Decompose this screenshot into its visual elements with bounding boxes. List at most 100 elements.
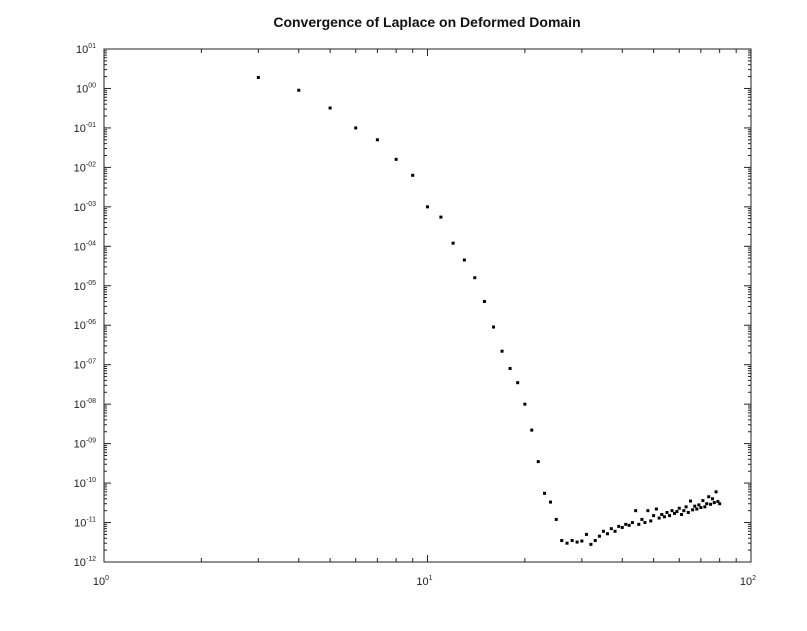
- data-point: [705, 502, 709, 506]
- data-point: [570, 539, 574, 543]
- axis-ticks: [103, 48, 752, 563]
- data-point: [649, 519, 653, 523]
- data-point: [672, 511, 676, 515]
- data-point: [462, 258, 466, 262]
- y-tick-label: 1001: [76, 43, 96, 56]
- data-point: [354, 126, 358, 130]
- data-point: [630, 521, 634, 525]
- data-point: [703, 505, 707, 509]
- data-point: [693, 504, 697, 508]
- data-point: [712, 501, 716, 505]
- data-point: [439, 215, 443, 219]
- data-point: [609, 527, 613, 531]
- data-point: [677, 506, 681, 510]
- data-point: [680, 512, 684, 516]
- data-point: [605, 532, 609, 536]
- data-point: [411, 173, 415, 177]
- data-point: [617, 524, 621, 528]
- data-point: [500, 349, 504, 353]
- data-point: [714, 490, 718, 494]
- y-tick-label: 10-04: [74, 240, 96, 253]
- y-tick-label: 10-09: [74, 438, 96, 451]
- data-point: [256, 75, 260, 79]
- data-point: [701, 499, 705, 503]
- data-point: [695, 507, 699, 511]
- data-point: [699, 506, 703, 510]
- data-point: [492, 325, 496, 329]
- data-point: [589, 542, 593, 546]
- axis-tick-labels: 100 101 102 10-12 10-11 10-10 10-09 10-08 10-07 1…: [74, 43, 757, 588]
- data-point: [662, 515, 666, 519]
- y-tick-label: 10-12: [74, 556, 96, 569]
- data-point: [670, 509, 674, 513]
- data-point: [516, 381, 520, 385]
- x-tick-label: 100: [93, 575, 109, 588]
- data-point: [657, 516, 661, 520]
- data-point: [536, 460, 540, 464]
- data-point: [554, 517, 558, 521]
- data-point: [634, 509, 638, 513]
- data-point: [624, 522, 628, 526]
- y-tick-label: 10-07: [74, 359, 96, 372]
- data-point: [548, 500, 552, 504]
- data-point: [602, 529, 606, 533]
- data-point: [637, 522, 641, 526]
- y-tick-label: 10-01: [74, 122, 96, 135]
- data-point: [697, 503, 701, 507]
- data-point: [710, 497, 714, 501]
- x-tick-label: 101: [416, 575, 432, 588]
- data-point: [508, 367, 512, 371]
- data-point: [654, 507, 658, 511]
- data-point: [665, 510, 669, 514]
- data-point: [675, 510, 679, 514]
- data-point: [580, 539, 584, 543]
- data-point: [593, 539, 597, 543]
- data-points: [256, 75, 722, 546]
- data-point: [627, 523, 631, 527]
- y-tick-label: 10-02: [74, 161, 96, 174]
- data-point: [473, 276, 477, 280]
- data-point: [482, 299, 486, 303]
- data-point: [682, 509, 686, 513]
- data-point: [297, 88, 301, 92]
- data-point: [620, 525, 624, 529]
- data-point: [613, 529, 617, 533]
- y-tick-label: 10-11: [74, 517, 96, 530]
- x-tick-label: 102: [740, 575, 756, 588]
- data-point: [375, 138, 379, 142]
- data-point: [328, 106, 332, 110]
- data-point: [684, 505, 688, 509]
- data-point: [691, 508, 695, 512]
- y-tick-label: 10-05: [74, 280, 96, 293]
- y-tick-label: 10-08: [74, 398, 96, 411]
- chart-title: Convergence of Laplace on Deformed Domai…: [273, 14, 580, 30]
- data-point: [646, 509, 650, 513]
- y-tick-label: 10-03: [74, 201, 96, 214]
- data-point: [565, 541, 569, 545]
- data-point: [686, 510, 690, 514]
- data-point: [523, 402, 527, 406]
- data-point: [688, 499, 692, 503]
- data-point: [660, 512, 664, 516]
- data-point: [668, 514, 672, 518]
- data-point: [716, 500, 720, 504]
- data-point: [560, 539, 564, 543]
- data-point: [394, 157, 398, 161]
- y-tick-label: 1000: [76, 82, 96, 95]
- data-point: [709, 502, 713, 506]
- data-point: [543, 491, 547, 495]
- data-point: [451, 241, 455, 245]
- data-point: [707, 495, 711, 499]
- data-point: [652, 514, 656, 518]
- data-point: [575, 540, 579, 544]
- data-point: [597, 534, 601, 538]
- data-point: [426, 205, 429, 209]
- data-point: [640, 517, 644, 521]
- y-tick-label: 10-10: [74, 477, 96, 490]
- data-point: [718, 502, 722, 506]
- data-point: [530, 428, 534, 432]
- y-tick-label: 10-06: [74, 319, 96, 332]
- data-point: [584, 532, 588, 536]
